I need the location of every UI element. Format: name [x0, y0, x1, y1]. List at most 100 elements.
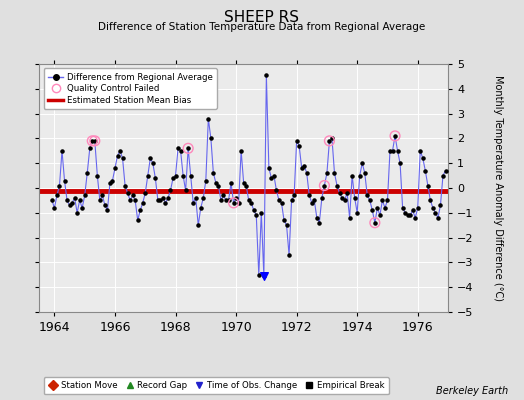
- Point: [429, 205, 437, 211]
- Point: [242, 182, 250, 189]
- Point: [93, 172, 102, 179]
- Point: [164, 195, 172, 201]
- Point: [252, 212, 260, 218]
- Point: [222, 197, 230, 204]
- Point: [366, 197, 374, 204]
- Point: [267, 175, 276, 181]
- Point: [48, 197, 56, 204]
- Point: [436, 202, 445, 208]
- Point: [184, 145, 192, 152]
- Point: [275, 197, 283, 204]
- Y-axis label: Monthly Temperature Anomaly Difference (°C): Monthly Temperature Anomaly Difference (…: [493, 75, 503, 301]
- Point: [260, 273, 268, 279]
- Point: [355, 172, 364, 179]
- Point: [391, 133, 399, 139]
- Point: [146, 155, 155, 162]
- Point: [280, 217, 288, 224]
- Point: [302, 170, 311, 176]
- Point: [381, 205, 389, 211]
- Point: [277, 200, 286, 206]
- Point: [192, 195, 200, 201]
- Point: [189, 200, 198, 206]
- Point: [138, 200, 147, 206]
- Point: [136, 207, 145, 214]
- Point: [177, 148, 185, 154]
- Point: [333, 182, 341, 189]
- Point: [166, 187, 174, 194]
- Point: [328, 135, 336, 142]
- Point: [156, 197, 165, 204]
- Point: [338, 195, 346, 201]
- Point: [169, 175, 177, 181]
- Point: [409, 207, 417, 214]
- Point: [124, 190, 132, 196]
- Point: [401, 210, 409, 216]
- Point: [343, 190, 351, 196]
- Point: [141, 190, 149, 196]
- Point: [131, 197, 139, 204]
- Point: [388, 148, 397, 154]
- Point: [85, 145, 94, 152]
- Point: [257, 210, 266, 216]
- Point: [230, 200, 238, 206]
- Text: Berkeley Earth: Berkeley Earth: [436, 386, 508, 396]
- Point: [320, 182, 329, 189]
- Point: [394, 148, 402, 154]
- Point: [265, 165, 273, 171]
- Point: [128, 192, 137, 199]
- Point: [323, 170, 331, 176]
- Point: [98, 192, 106, 199]
- Point: [121, 182, 129, 189]
- Point: [134, 217, 142, 224]
- Point: [292, 138, 301, 144]
- Point: [53, 192, 61, 199]
- Point: [149, 160, 157, 166]
- Point: [217, 197, 225, 204]
- Point: [335, 190, 344, 196]
- Point: [230, 200, 238, 206]
- Point: [421, 168, 430, 174]
- Point: [391, 133, 399, 139]
- Point: [290, 192, 298, 199]
- Point: [287, 197, 296, 204]
- Point: [272, 187, 281, 194]
- Point: [88, 138, 96, 144]
- Point: [159, 195, 167, 201]
- Point: [423, 182, 432, 189]
- Point: [378, 197, 387, 204]
- Point: [194, 222, 202, 228]
- Point: [68, 200, 77, 206]
- Point: [396, 160, 405, 166]
- Point: [262, 72, 270, 78]
- Point: [413, 205, 422, 211]
- Point: [103, 207, 112, 214]
- Point: [70, 195, 79, 201]
- Point: [171, 172, 180, 179]
- Point: [144, 172, 152, 179]
- Point: [239, 180, 248, 186]
- Point: [260, 273, 268, 279]
- Point: [285, 252, 293, 258]
- Point: [282, 222, 291, 228]
- Point: [245, 197, 253, 204]
- Point: [83, 170, 91, 176]
- Point: [184, 145, 192, 152]
- Point: [315, 220, 323, 226]
- Point: [73, 210, 81, 216]
- Point: [118, 155, 127, 162]
- Point: [383, 197, 391, 204]
- Point: [78, 205, 86, 211]
- Point: [75, 197, 84, 204]
- Point: [300, 162, 309, 169]
- Point: [206, 135, 215, 142]
- Point: [373, 205, 381, 211]
- Point: [204, 115, 213, 122]
- Point: [219, 192, 227, 199]
- Point: [58, 148, 66, 154]
- Point: [63, 197, 71, 204]
- Point: [60, 177, 69, 184]
- Point: [151, 175, 159, 181]
- Point: [202, 177, 210, 184]
- Point: [196, 205, 205, 211]
- Point: [434, 214, 442, 221]
